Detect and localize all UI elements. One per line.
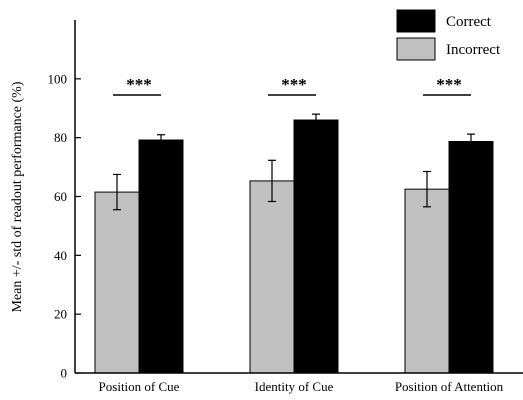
legend-label: Incorrect xyxy=(446,42,501,58)
y-tick-label: 80 xyxy=(54,130,67,145)
y-axis: 0 20 40 60 80 100 xyxy=(48,20,81,381)
significance-stars: *** xyxy=(281,75,307,94)
y-axis-label: Mean +/- std of readout performance (%) xyxy=(10,81,25,312)
bar xyxy=(404,188,450,374)
bar xyxy=(293,119,339,374)
y-tick-label: 0 xyxy=(61,366,68,381)
x-tick-label: Position of Cue xyxy=(99,379,180,394)
y-tick-label: 60 xyxy=(54,189,67,204)
x-tick-label: Position of Attention xyxy=(395,379,504,394)
bar xyxy=(448,140,494,374)
significance-stars: *** xyxy=(126,75,152,94)
x-tick-label: Identity of Cue xyxy=(255,379,334,394)
legend-label: Correct xyxy=(446,14,492,30)
bar xyxy=(94,191,140,374)
legend-swatch xyxy=(396,37,436,61)
y-tick-label: 100 xyxy=(48,71,68,86)
legend: Correct Incorrect xyxy=(396,9,501,61)
legend-swatch xyxy=(396,9,436,33)
bar xyxy=(249,180,295,374)
significance-stars: *** xyxy=(436,75,462,94)
bar xyxy=(138,139,184,374)
significance-markers: *** *** *** xyxy=(113,75,471,96)
x-axis: Position of Cue Identity of Cue Position o… xyxy=(75,372,523,394)
bars xyxy=(94,113,494,374)
y-tick-label: 20 xyxy=(54,307,67,322)
y-tick-label: 40 xyxy=(54,248,67,263)
